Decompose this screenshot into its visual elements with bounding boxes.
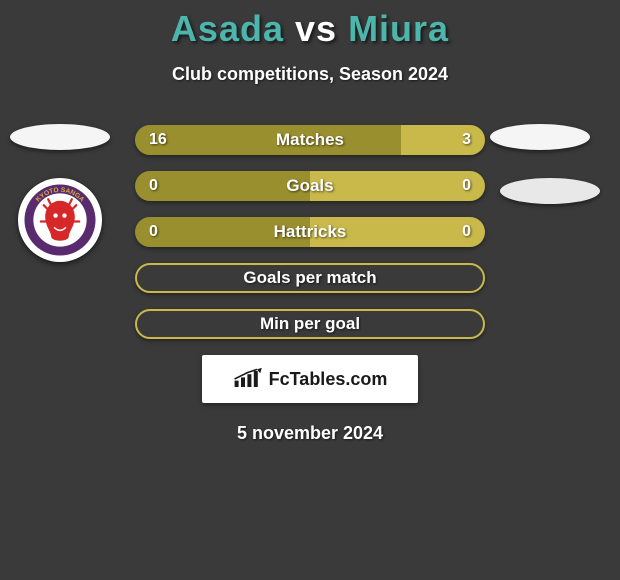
stat-row-hattricks: 00Hattricks — [135, 217, 485, 247]
right-team-pill — [490, 124, 590, 150]
stat-left-segment: 0 — [135, 217, 310, 247]
brand-panel: FcTables.com — [202, 355, 418, 403]
stat-left-segment: 0 — [135, 171, 310, 201]
subtitle: Club competitions, Season 2024 — [0, 64, 620, 85]
stat-right-segment: 3 — [401, 125, 485, 155]
left-team-pill — [10, 124, 110, 150]
stat-left-value: 0 — [149, 223, 158, 241]
brand-text: FcTables.com — [269, 369, 388, 390]
stat-right-segment: 0 — [310, 171, 485, 201]
brand-chart-icon — [233, 368, 265, 390]
player-a-name: Asada — [171, 8, 284, 49]
page-title: Asada vs Miura — [0, 0, 620, 50]
stat-outline-row: Goals per match — [135, 263, 485, 293]
stat-outline-row: Min per goal — [135, 309, 485, 339]
comparison-card: Asada vs Miura Club competitions, Season… — [0, 0, 620, 444]
stat-left-value: 0 — [149, 177, 158, 195]
crest-icon: KYOTO SANGA — [23, 183, 97, 257]
right-team-pill-2 — [500, 178, 600, 204]
player-b-name: Miura — [348, 8, 449, 49]
vs-text: vs — [295, 8, 337, 49]
stat-right-segment: 0 — [310, 217, 485, 247]
stat-row-matches: 163Matches — [135, 125, 485, 155]
stat-left-segment: 16 — [135, 125, 401, 155]
stat-left-value: 16 — [149, 131, 167, 149]
stat-right-value: 3 — [462, 131, 471, 149]
stats-bars: 163Matches00Goals00HattricksGoals per ma… — [135, 125, 485, 339]
stat-right-value: 0 — [462, 223, 471, 241]
stat-right-value: 0 — [462, 177, 471, 195]
stat-row-goals: 00Goals — [135, 171, 485, 201]
club-crest: KYOTO SANGA — [18, 178, 102, 262]
date-line: 5 november 2024 — [0, 423, 620, 444]
